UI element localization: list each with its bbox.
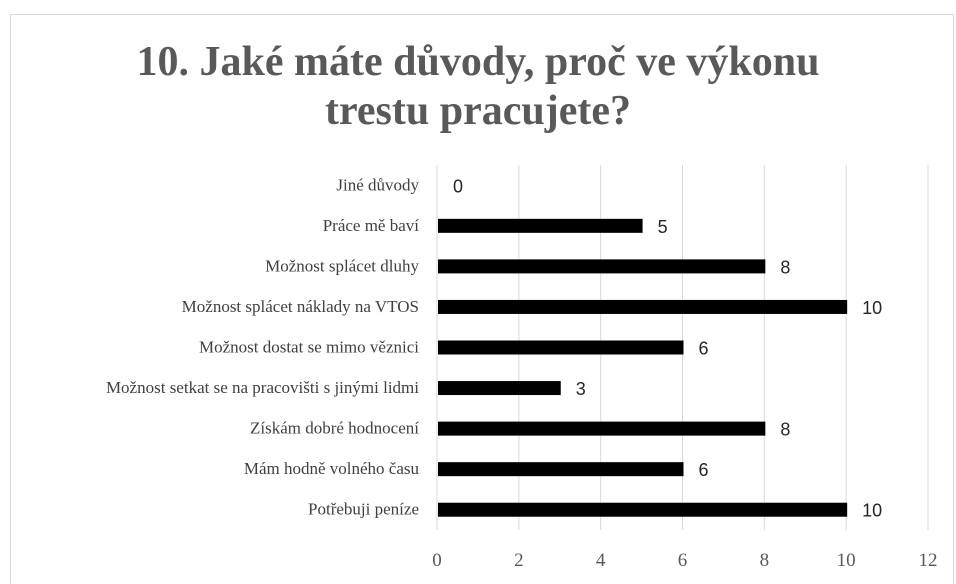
data-label: 5 (658, 217, 668, 237)
chart-frame (10, 14, 954, 584)
bar (438, 421, 766, 436)
bar (438, 299, 848, 314)
data-label: 8 (780, 420, 790, 440)
chart-title-line-2: trestu pracujete? (325, 88, 631, 134)
data-label: 3 (576, 379, 586, 399)
category-label: Potřebuji peníze (308, 500, 419, 519)
data-label: 8 (780, 257, 790, 277)
bar (438, 462, 684, 477)
x-tick-label-8: 8 (760, 550, 770, 571)
data-label: 6 (699, 460, 709, 480)
x-tick-label-6: 6 (678, 550, 688, 571)
x-tick-label-4: 4 (596, 550, 606, 571)
data-label: 6 (699, 339, 709, 359)
category-label: Získám dobré hodnocení (250, 419, 419, 438)
bar (438, 340, 684, 355)
bar (438, 218, 643, 233)
bar (438, 502, 848, 517)
category-label: Práce mě baví (323, 216, 420, 235)
category-label: Možnost setkat se na pracovišti s jinými… (106, 378, 419, 397)
category-label: Možnost dostat se mimo věznici (199, 338, 419, 357)
category-label: Možnost splácet dluhy (265, 256, 419, 275)
x-tick-label-0: 0 (432, 550, 442, 571)
x-tick-label-10: 10 (837, 550, 856, 571)
chart-title-line-1: 10. Jaké máte důvody, proč ve výkonu (136, 39, 820, 85)
bar (438, 259, 766, 274)
data-label: 10 (862, 298, 882, 318)
category-label: Jiné důvody (336, 175, 419, 194)
bar (438, 381, 561, 396)
category-label: Mám hodně volného času (244, 459, 420, 478)
x-tick-label-2: 2 (514, 550, 524, 571)
category-label: Možnost splácet náklady na VTOS (182, 297, 419, 316)
x-tick-label-12: 12 (919, 550, 938, 571)
chart-title: 10. Jaké máte důvody, proč ve výkonu tre… (0, 38, 956, 136)
data-label: 10 (862, 501, 882, 521)
data-label: 0 (453, 176, 463, 196)
